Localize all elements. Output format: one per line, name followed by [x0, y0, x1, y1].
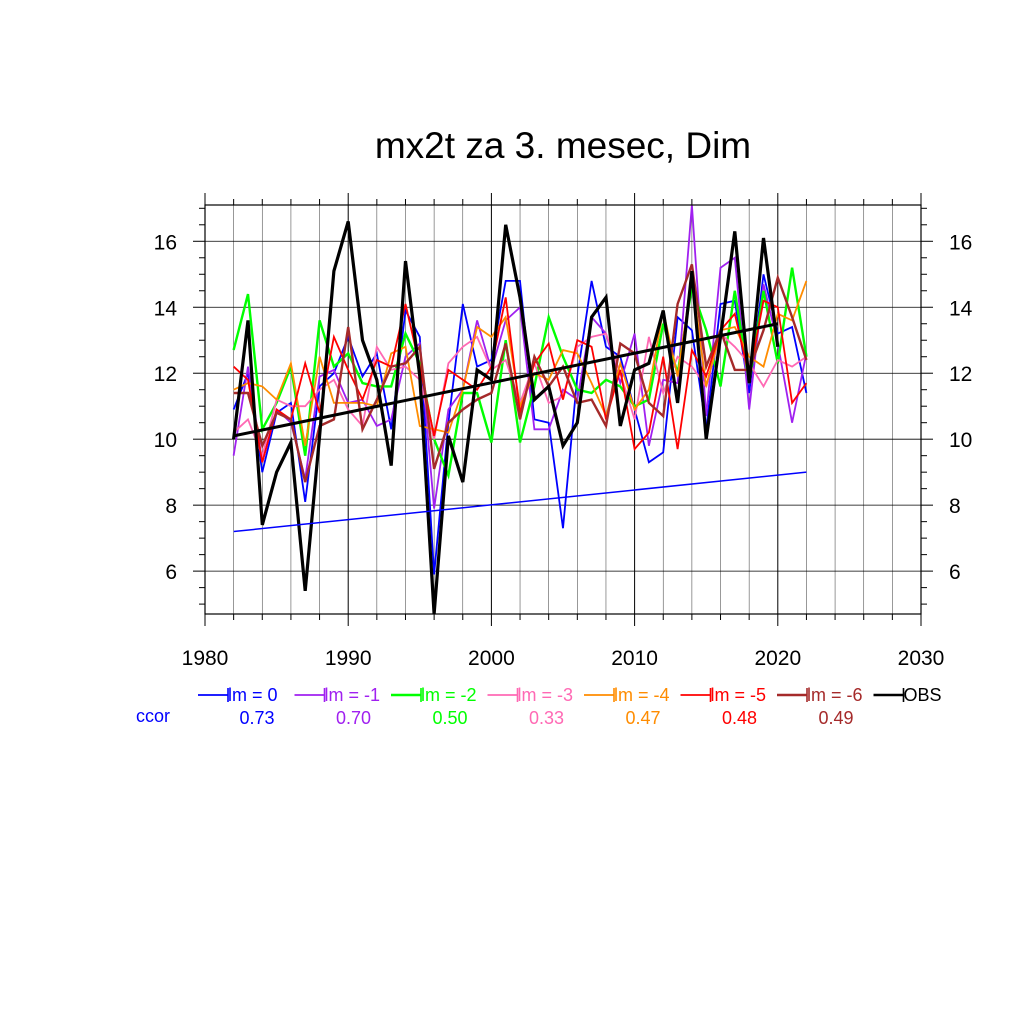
legend-label: lm = -5 [711, 685, 767, 705]
y-tick-label-left: 16 [154, 231, 177, 254]
series-line-lm-5 [232, 297, 808, 463]
chart-title: mx2t za 3. mesec, Dim [375, 125, 751, 166]
legend-label: lm = -4 [614, 685, 670, 705]
y-tick-label-left: 6 [165, 561, 177, 584]
axis-ticks [193, 193, 933, 626]
x-tick-label: 1990 [325, 647, 372, 670]
legend-label: lm = -2 [421, 685, 477, 705]
y-tick-label-left: 12 [154, 363, 177, 386]
y-tick-label-right: 12 [949, 363, 972, 386]
y-tick-label-right: 6 [949, 561, 961, 584]
ccor-value: 0.50 [432, 708, 467, 728]
series-lines [232, 204, 808, 615]
tick-labels: 1980 1990 2000 2010 2020 2030 6 6 8 8 10 10 12 12 14 14… [154, 231, 973, 670]
ccor-value: 0.73 [239, 708, 274, 728]
legend-label: lm = 0 [228, 685, 278, 705]
series-line-obs [232, 221, 780, 615]
x-tick-label: 2000 [468, 647, 515, 670]
ccor-value: 0.70 [336, 708, 371, 728]
series-line-lm-2 [232, 267, 808, 480]
y-tick-label-right: 8 [949, 495, 961, 518]
legend-label: OBS [904, 685, 942, 705]
plot-frame [204, 204, 922, 615]
y-tick-label-right: 10 [949, 429, 972, 452]
series-line-lm-6 [233, 263, 808, 483]
y-tick-label-right: 16 [949, 231, 972, 254]
legend-label: lm = -1 [325, 685, 381, 705]
x-tick-label: 2030 [898, 647, 945, 670]
ccor-value: 0.48 [722, 708, 757, 728]
legend-label: lm = -6 [807, 685, 863, 705]
legend-label: lm = -3 [518, 685, 574, 705]
ccor-value: 0.49 [818, 708, 853, 728]
legend: lm = 0 0.73 lm = -1 0.70 lm = -2 0.50 lm = -3 0… [136, 685, 942, 728]
ccor-label: ccor [136, 706, 170, 726]
y-tick-label-left: 10 [154, 429, 177, 452]
y-tick-label-left: 8 [165, 495, 177, 518]
y-tick-label-left: 14 [154, 297, 178, 320]
ccor-value: 0.47 [625, 708, 660, 728]
series-line-lm-0 [232, 274, 808, 575]
ccor-value: 0.33 [529, 708, 564, 728]
x-tick-label: 2010 [611, 647, 658, 670]
x-tick-label: 1980 [182, 647, 229, 670]
trend-line-0 [233, 471, 807, 533]
trend-line-1 [233, 322, 779, 438]
y-tick-label-right: 14 [949, 297, 973, 320]
x-tick-label: 2020 [754, 647, 801, 670]
